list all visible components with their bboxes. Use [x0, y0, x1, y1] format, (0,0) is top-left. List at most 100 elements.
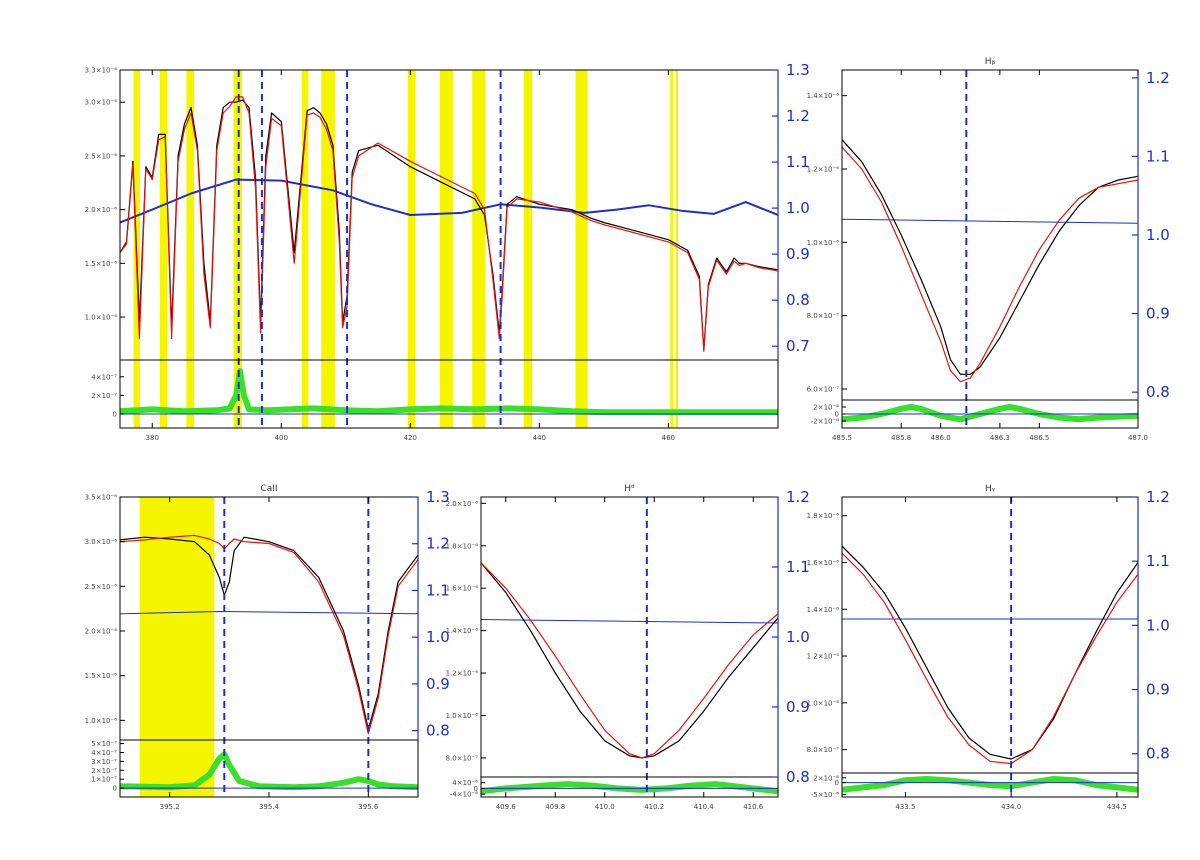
y-tick-label: 8.0×10⁻⁷ [807, 312, 840, 320]
highlight-band [523, 70, 533, 428]
highlight-band [472, 70, 486, 428]
x-tick-label: 485.5 [832, 434, 852, 442]
highlight-band [439, 70, 453, 428]
y-tick-label: 1.4×10⁻⁶ [807, 606, 840, 614]
highlight-band [670, 70, 674, 428]
right-tick-label: 0.7 [786, 337, 810, 355]
right-tick-label: 0.9 [1146, 305, 1170, 323]
y-tick-label: 1.2×10⁻⁶ [807, 166, 840, 174]
observed-spectrum-line [481, 562, 778, 759]
residual-tick-label: -2×10⁻⁸ [811, 418, 839, 426]
highlight-band [139, 497, 215, 797]
right-tick-label: 1.2 [1146, 488, 1170, 506]
x-tick-label: 395.4 [259, 803, 280, 811]
y-tick-label: 1.0×10⁻⁶ [807, 699, 840, 707]
residual-tick-label: -5×10⁻⁸ [811, 791, 839, 799]
residual-tick-label: 2×10⁻⁸ [813, 404, 839, 412]
right-tick-label: 1.2 [786, 488, 810, 506]
residual-tick-label: 2×10⁻⁸ [813, 774, 839, 782]
panel-hd: 8.0×10⁻⁷ 1.0×10⁻⁶ 1.2×10⁻⁶ 1.4×10⁻⁶ 1.6×10⁻⁶… [446, 484, 810, 811]
residual-tick-label: 4×10⁻⁸ [452, 779, 478, 787]
y-tick-label: 3.5×10⁻⁶ [85, 494, 118, 502]
y-tick-label: 3.3×10⁻⁶ [85, 67, 118, 75]
highlight-band [301, 70, 309, 428]
right-tick-label: 1.0 [1146, 226, 1170, 244]
y-tick-label: 6.0×10⁻⁷ [807, 386, 840, 394]
y-tick-label: 1.5×10⁻⁶ [85, 260, 118, 268]
x-tick-label: 410.2 [644, 803, 664, 811]
right-tick-label: 1.0 [786, 199, 810, 217]
right-tick-label: 0.9 [426, 675, 450, 693]
plot-frame [841, 496, 1139, 798]
ratio-line [842, 218, 1138, 224]
residual-tick-label: 0 [113, 785, 117, 793]
x-tick-label: 487.0 [1128, 434, 1148, 442]
ratio-line [120, 611, 418, 615]
panel-hb: 6.0×10⁻⁷ 8.0×10⁻⁷ 1.0×10⁻⁶ 1.2×10⁻⁶ 1.4×10⁻⁶… [807, 57, 1170, 442]
plot-frame [480, 496, 779, 798]
right-tick-label: 1.2 [786, 107, 810, 125]
y-tick-label: 1.0×10⁻⁶ [807, 239, 840, 247]
residual-tick-label: 0 [835, 779, 839, 787]
residual-line [842, 404, 1138, 423]
right-tick-label: 0.8 [426, 722, 450, 740]
right-tick-label: 1.3 [786, 61, 810, 79]
right-tick-label: 0.9 [786, 698, 810, 716]
x-tick-label: 486.0 [931, 434, 951, 442]
residual-line [842, 776, 1138, 793]
x-tick-label: 460 [662, 434, 675, 442]
highlight-band [407, 70, 416, 428]
right-tick-label: 1.0 [786, 628, 810, 646]
right-tick-label: 0.8 [786, 768, 810, 786]
y-tick-label: 3.0×10⁻⁶ [85, 538, 118, 546]
x-tick-label: 434.0 [1001, 803, 1021, 811]
residual-tick-label: 1×10⁻⁷ [91, 776, 117, 784]
y-tick-label: 1.0×10⁻⁶ [85, 314, 118, 322]
residual-line [481, 781, 778, 795]
residual-tick-label: -4×10⁻⁸ [450, 791, 478, 799]
panel-hg: 8.0×10⁻⁷ 1.0×10⁻⁶ 1.2×10⁻⁶ 1.4×10⁻⁶ 1.6×10⁻⁶… [807, 484, 1170, 811]
x-tick-label: 485.8 [891, 434, 911, 442]
x-tick-label: 400 [275, 434, 288, 442]
model-spectrum-line [842, 552, 1138, 765]
x-tick-label: 410.4 [694, 803, 715, 811]
y-tick-label: 2.5×10⁻⁶ [85, 583, 118, 591]
y-tick-label: 2.5×10⁻⁶ [85, 152, 118, 160]
panel-title: Hᵦ [985, 57, 996, 67]
y-tick-label: 1.2×10⁻⁶ [446, 670, 479, 678]
x-tick-label: 395.2 [160, 803, 180, 811]
residual-tick-label: 3×10⁻⁷ [91, 758, 117, 766]
observed-spectrum-line [120, 536, 418, 730]
panel-title: CaII [260, 484, 277, 494]
right-tick-label: 1.1 [1146, 147, 1170, 165]
model-spectrum-line [120, 96, 778, 352]
x-tick-label: 395.6 [358, 803, 379, 811]
right-tick-label: 0.8 [786, 291, 810, 309]
plot-frame [841, 69, 1139, 429]
right-tick-label: 1.2 [1146, 69, 1170, 87]
residual-tick-label: 2×10⁻⁷ [91, 392, 117, 400]
x-tick-label: 434.5 [1107, 803, 1127, 811]
residual-tick-label: 4×10⁻⁷ [91, 749, 117, 757]
model-spectrum-line [481, 562, 778, 759]
residual-line [120, 751, 418, 791]
y-tick-label: 2.0×10⁻⁶ [85, 628, 118, 636]
x-tick-label: 380 [146, 434, 159, 442]
residual-tick-label: 0 [474, 785, 478, 793]
right-tick-label: 1.1 [786, 153, 810, 171]
panel-full: 1.0×10⁻⁶ 1.5×10⁻⁶ 2.0×10⁻⁶ 2.5×10⁻⁶ 3.0×10⁻⁶… [85, 61, 810, 442]
y-tick-label: 2.0×10⁻⁶ [446, 500, 479, 508]
right-tick-label: 1.0 [426, 628, 450, 646]
right-tick-label: 1.0 [1146, 616, 1170, 634]
model-spectrum-line [842, 146, 1138, 383]
right-tick-label: 1.2 [426, 535, 450, 553]
right-tick-label: 0.8 [1146, 383, 1170, 401]
x-tick-label: 420 [404, 434, 417, 442]
x-tick-label: 433.5 [895, 803, 915, 811]
y-tick-label: 1.4×10⁻⁶ [807, 92, 840, 100]
observed-spectrum-line [842, 545, 1138, 760]
panel-title: Hᵈ [624, 484, 635, 494]
y-tick-label: 1.6×10⁻⁶ [807, 559, 840, 567]
highlight-band [675, 70, 679, 428]
